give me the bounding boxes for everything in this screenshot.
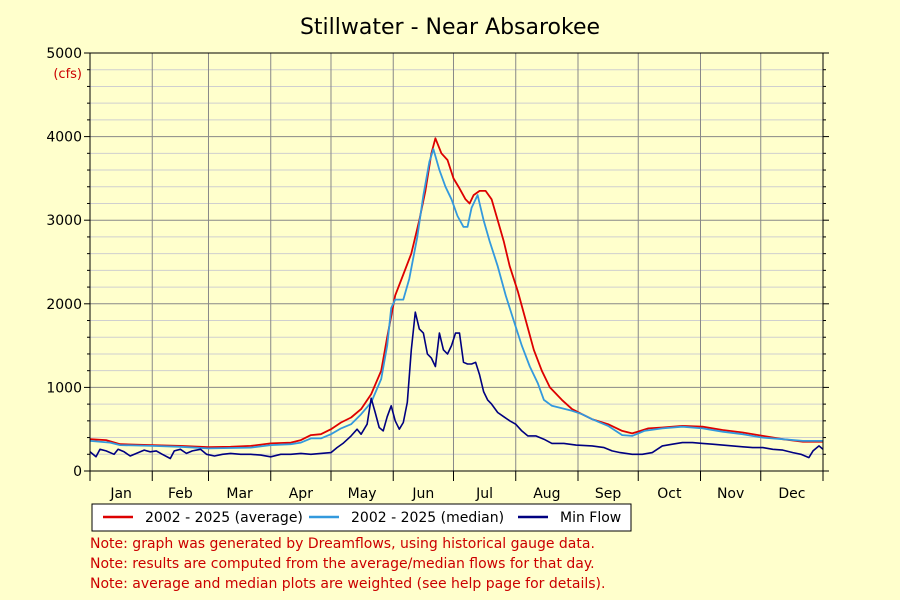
x-tick-label: Mar [226,486,253,502]
y-tick-label: 0 [73,464,82,480]
x-tick-label: Jun [411,486,434,502]
footnote: Note: results are computed from the aver… [90,556,595,572]
x-tick-label: Aug [533,486,560,502]
x-tick-label: Apr [289,486,313,502]
axes: 0 1000 2000 3000 4000 5000 Jan Feb Mar Apr May Jun J… [46,46,829,502]
footnote: Note: graph was generated by Dreamflows,… [90,536,595,552]
series-line [89,148,823,450]
legend-label: Min Flow [560,510,621,526]
x-tick-label: Nov [717,486,744,502]
x-tick-label: Jul [475,486,493,502]
y-tick-label: 4000 [46,130,82,146]
x-tick-label: Oct [657,486,682,502]
y-axis-unit-label: (cfs) [53,67,82,82]
y-tick-label: 3000 [46,213,82,229]
series-line [89,311,824,460]
x-tick-label: Sep [595,486,622,502]
y-tick-label: 5000 [46,46,82,62]
series-lines [89,137,824,460]
y-tick-label: 1000 [46,380,82,396]
legend-label: 2002 - 2025 (average) [145,510,303,526]
chart-title: Stillwater - Near Absarokee [300,15,600,40]
notes: Note: graph was generated by Dreamflows,… [90,536,605,592]
plot-frame [89,52,824,472]
y-tick-label: 2000 [46,297,82,313]
x-tick-label: Feb [168,486,193,502]
x-tick-label: May [348,486,377,502]
series-line [89,137,823,449]
legend-label: 2002 - 2025 (median) [351,510,504,526]
footnote: Note: average and median plots are weigh… [90,576,605,592]
x-tick-label: Dec [778,486,805,502]
x-tick-label: Jan [109,486,132,502]
legend: 2002 - 2025 (average) 2002 - 2025 (median… [91,503,632,532]
grid [90,53,823,471]
